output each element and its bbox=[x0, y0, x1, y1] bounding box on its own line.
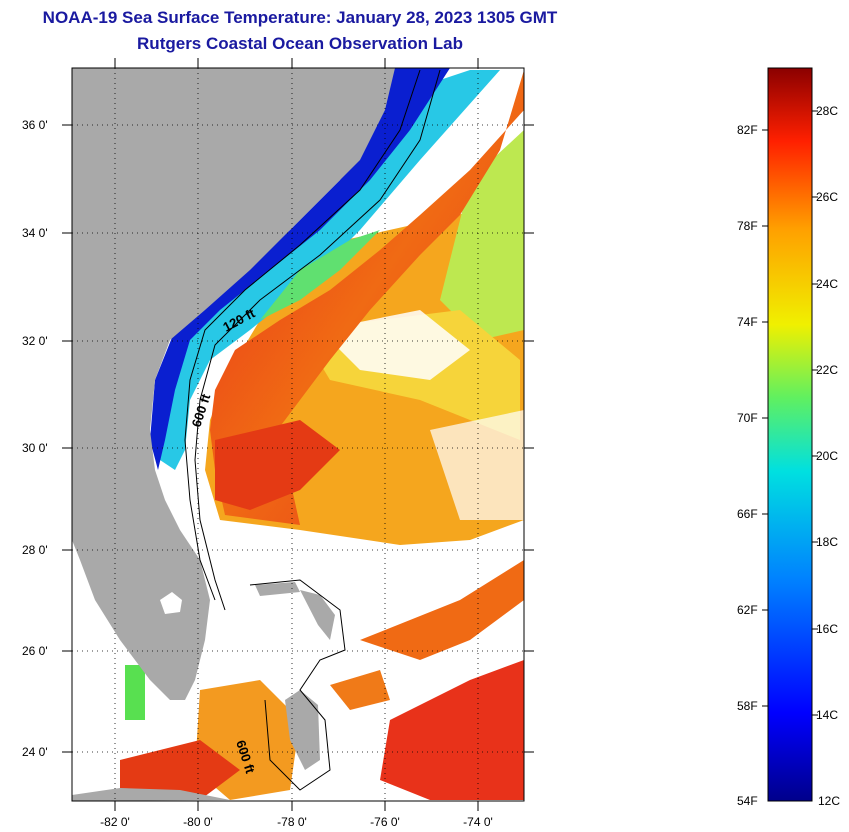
colorbar-label-58f: 58F bbox=[737, 699, 758, 713]
lat-label-24: 24 0' bbox=[22, 745, 48, 759]
colorbar-label-16c: 16C bbox=[816, 622, 838, 636]
colorbar-label-54f: 54F bbox=[737, 794, 758, 808]
colorbar-label-14c: 14C bbox=[816, 708, 838, 722]
lon-label-76: -76 0' bbox=[370, 815, 400, 829]
colorbar-label-74f: 74F bbox=[737, 315, 758, 329]
lon-label-80: -80 0' bbox=[183, 815, 213, 829]
lat-label-36: 36 0' bbox=[22, 118, 48, 132]
title-line-2: Rutgers Coastal Ocean Observation Lab bbox=[137, 34, 463, 53]
gulf-stream-core bbox=[215, 420, 340, 510]
colorbar-label-78f: 78F bbox=[737, 219, 758, 233]
colorbar-label-24c: 24C bbox=[816, 277, 838, 291]
contour-line-120ft bbox=[184, 69, 421, 601]
colorbar-label-62f: 62F bbox=[737, 603, 758, 617]
colorbar: 82F 78F 74F 70F 66F 62F 58F 54F 28C 26C … bbox=[737, 67, 840, 808]
warm-patch-bahamas-north bbox=[330, 670, 390, 710]
bahamas-abaco bbox=[300, 590, 335, 640]
warm-patch-south bbox=[380, 660, 524, 800]
colorbar-label-20c: 20C bbox=[816, 449, 838, 463]
graticule bbox=[72, 68, 524, 801]
title-line-1: NOAA-19 Sea Surface Temperature: January… bbox=[42, 8, 558, 27]
bahamas-grand bbox=[255, 582, 300, 596]
colorbar-label-82f: 82F bbox=[737, 123, 758, 137]
lon-label-78: -78 0' bbox=[277, 815, 307, 829]
green-offshore-field bbox=[440, 130, 524, 340]
colorbar-label-12c: 12C bbox=[818, 794, 840, 808]
lat-label-32: 32 0' bbox=[22, 334, 48, 348]
green-strip-keys bbox=[125, 665, 145, 720]
shelf-cold-band bbox=[150, 68, 450, 470]
lon-label-74: -74 0' bbox=[463, 815, 493, 829]
warm-patch-south-east bbox=[360, 560, 524, 660]
warm-patch-strait bbox=[120, 740, 240, 800]
lake-okeechobee bbox=[160, 592, 182, 614]
bahamas-andros bbox=[285, 690, 320, 770]
lat-label-26: 26 0' bbox=[22, 644, 48, 658]
colorbar-gradient bbox=[767, 67, 813, 802]
colorbar-label-66f: 66F bbox=[737, 507, 758, 521]
lat-label-28: 28 0' bbox=[22, 543, 48, 557]
colorbar-label-70f: 70F bbox=[737, 411, 758, 425]
gulf-stream bbox=[210, 70, 524, 525]
us-southeast-land bbox=[72, 68, 395, 700]
lon-label-82: -82 0' bbox=[100, 815, 130, 829]
shelf-green-strip bbox=[260, 230, 380, 320]
cloud-patch-north bbox=[320, 310, 470, 380]
contour-line-bahamas bbox=[249, 579, 346, 791]
cloud-patch-east bbox=[430, 410, 524, 520]
longitude-labels: -82 0' -80 0' -78 0' -76 0' -74 0' bbox=[100, 815, 493, 829]
contour-line-600ft bbox=[194, 69, 441, 611]
colorbar-label-28c: 28C bbox=[816, 104, 838, 118]
axis-ticks bbox=[62, 58, 534, 811]
lat-label-30: 30 0' bbox=[22, 441, 48, 455]
sst-map: 120 ft 600 ft 600 ft bbox=[72, 68, 524, 801]
colorbar-ticks bbox=[762, 110, 818, 716]
colorbar-label-22c: 22C bbox=[816, 363, 838, 377]
lat-label-34: 34 0' bbox=[22, 226, 48, 240]
colorbar-label-18c: 18C bbox=[816, 535, 838, 549]
latitude-labels: 36 0' 34 0' 32 0' 30 0' 28 0' 26 0' 24 0… bbox=[22, 118, 48, 759]
map-frame bbox=[71, 67, 525, 802]
colorbar-label-26c: 26C bbox=[816, 190, 838, 204]
cuba bbox=[72, 788, 230, 801]
